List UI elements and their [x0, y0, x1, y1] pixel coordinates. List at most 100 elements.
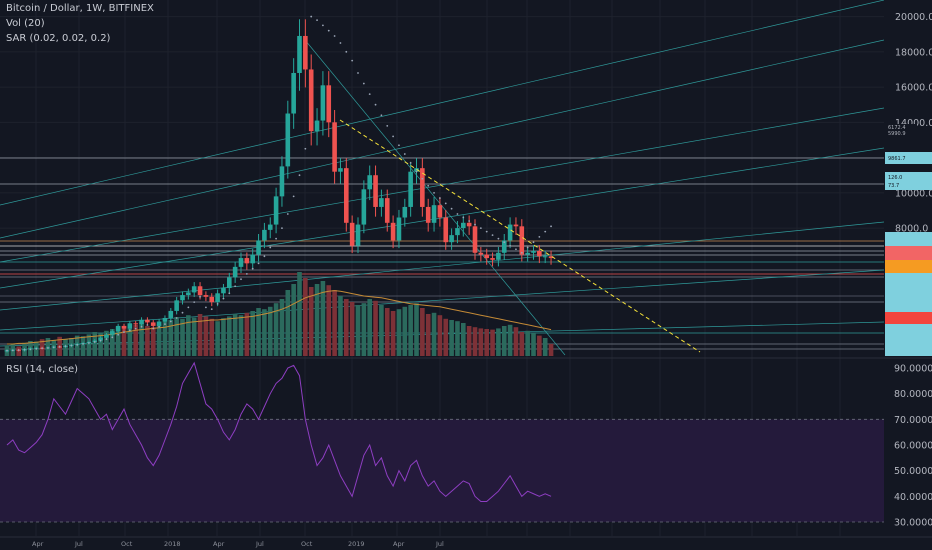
candle-body: [297, 35, 302, 73]
volume-bar: [232, 314, 238, 356]
sar-dot: [333, 35, 336, 37]
volume-bars: [4, 272, 554, 356]
candle-body: [466, 222, 472, 227]
volume-bar: [256, 308, 261, 356]
candle-body: [291, 72, 296, 114]
sar-dot: [409, 161, 412, 164]
sar-dot: [245, 273, 248, 275]
volume-bar: [449, 320, 454, 356]
candle-body: [461, 222, 466, 229]
sar-dot: [304, 147, 307, 150]
sar-dot: [193, 301, 196, 304]
price-tag-label: 126.0: [888, 175, 902, 181]
sar-dot: [439, 197, 441, 200]
rsi-tick-label: 50.0000: [894, 466, 932, 477]
volume-bar: [186, 315, 191, 356]
candle-body: [244, 258, 250, 264]
rsi-tick-label: 30.0000: [894, 518, 932, 529]
candle-body: [273, 196, 279, 225]
sar-dot: [187, 306, 190, 309]
candle-body: [285, 113, 291, 167]
sar-dot: [146, 324, 149, 326]
sar-dot: [58, 345, 61, 348]
sar-dot: [298, 174, 301, 177]
volume-bar: [373, 300, 378, 356]
candle-body: [501, 240, 507, 253]
sar-dot: [35, 347, 38, 350]
sar-dot: [374, 103, 377, 106]
price-tag-label: 6172.4: [888, 125, 906, 131]
volume-bar: [197, 314, 203, 356]
candle-body: [455, 228, 460, 236]
candle-body: [250, 254, 255, 264]
price-tag: [885, 152, 932, 164]
volume-legend[interactable]: Vol (20): [6, 18, 45, 29]
volume-bar: [414, 303, 419, 356]
sar-dot: [93, 341, 96, 343]
price-tag: [887, 124, 917, 136]
volume-bar: [355, 305, 361, 356]
sar-dot: [88, 342, 90, 344]
sar-dot: [275, 237, 277, 240]
volume-bar: [390, 311, 396, 356]
sar-dot: [497, 237, 500, 240]
sar-dot: [70, 344, 73, 347]
sar-dot: [17, 349, 20, 351]
sar-dot: [269, 246, 272, 249]
time-tick-label: Apr: [393, 540, 405, 548]
candle-body: [162, 317, 168, 322]
sar-dot: [47, 347, 49, 349]
volume-bar: [384, 308, 390, 356]
volume-bar: [262, 309, 267, 356]
volume-bar: [326, 285, 332, 356]
candle-body: [384, 198, 390, 223]
sar-dot: [398, 144, 400, 147]
volume-bar: [338, 296, 343, 356]
sar-dot: [140, 325, 143, 328]
candle-body: [314, 120, 320, 132]
rsi-overbought-oversold-band: [0, 419, 884, 522]
volume-bar: [209, 318, 215, 356]
symbol-legend[interactable]: Bitcoin / Dollar, 1W, BITFINEX: [6, 3, 154, 14]
sar-dot: [240, 278, 242, 281]
candle-body: [425, 206, 431, 223]
sar-dot: [199, 295, 201, 298]
candle-body: [110, 331, 115, 335]
sar-dot: [82, 342, 84, 345]
sar-dot: [134, 327, 137, 330]
time-axis[interactable]: Apr Jul Oct 2018 Apr Jul Oct 2019 Apr Jul: [0, 536, 932, 548]
volume-bar: [80, 336, 86, 356]
volume-bar: [484, 329, 489, 356]
candle-body: [525, 252, 530, 255]
volume-bar: [156, 324, 162, 356]
sar-dot: [64, 345, 67, 348]
sar-dot: [474, 223, 476, 226]
channel-line: [0, 107, 885, 263]
candle-body: [396, 217, 402, 241]
candle-body: [215, 293, 220, 303]
volume-bar: [250, 311, 255, 356]
sar-dot: [427, 184, 430, 187]
volume-bar: [139, 323, 144, 356]
candle-body: [472, 226, 478, 253]
candle-body: [548, 256, 554, 259]
sar-legend[interactable]: SAR (0.02, 0.02, 0.2): [6, 33, 111, 44]
candle-body: [507, 224, 513, 241]
volume-bar: [314, 284, 320, 356]
price-tick-label: 8000.0: [895, 224, 928, 235]
price-tag-label: 73.7: [888, 183, 899, 189]
price-tick-label: 10000.0: [895, 188, 932, 199]
volume-bar: [437, 315, 443, 356]
candle-body: [256, 240, 261, 255]
sar-dot: [105, 338, 108, 341]
candle-body: [537, 251, 542, 257]
candle-body: [115, 325, 121, 332]
candle-body: [262, 229, 267, 241]
rsi-legend[interactable]: RSI (14, close): [6, 364, 79, 375]
candle-body: [303, 35, 308, 70]
candle-body: [513, 224, 519, 227]
candle-body: [402, 206, 408, 218]
candle-body: [390, 222, 396, 241]
volume-bar: [98, 333, 103, 356]
